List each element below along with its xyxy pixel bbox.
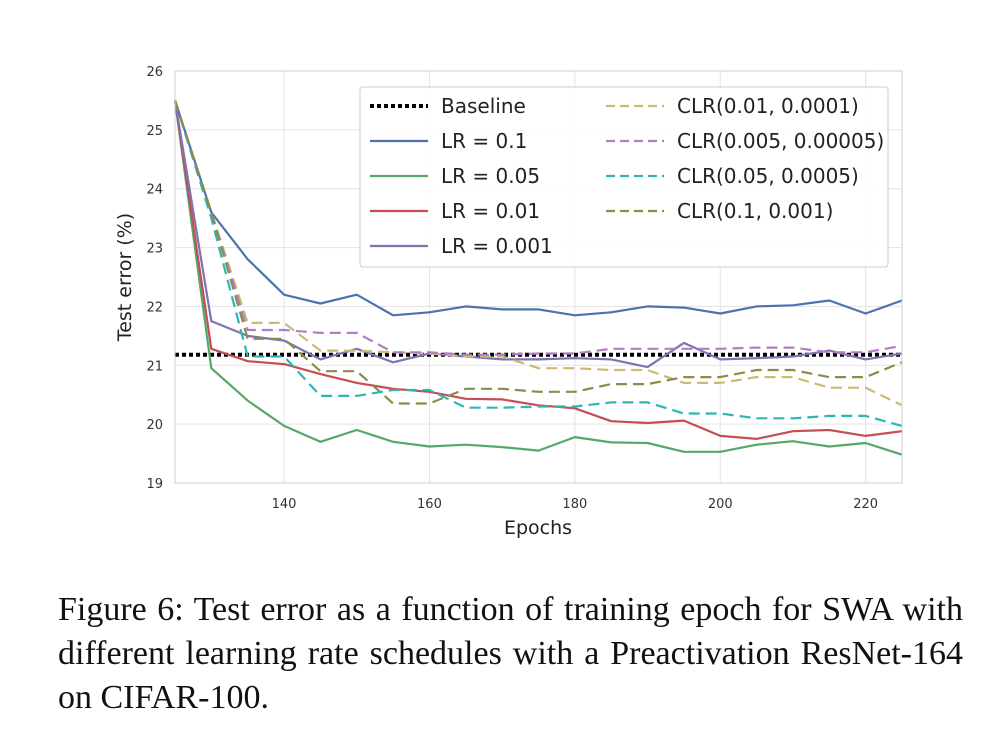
legend-label: LR = 0.05	[441, 164, 540, 188]
y-axis-label: Test error (%)	[114, 213, 136, 342]
series-line-lr-0-001	[173, 100, 903, 369]
x-tick-label: 140	[272, 497, 297, 512]
legend-label: CLR(0.1, 0.001)	[677, 199, 833, 223]
legend-label: Baseline	[441, 94, 526, 118]
legend: Baseline LR = 0.1 LR = 0.05 LR = 0.01 LR = 0…	[359, 86, 889, 268]
y-tick-label: 24	[146, 183, 163, 198]
series-layer	[173, 100, 903, 456]
y-tick-label: 19	[146, 477, 163, 492]
y-tick-label: 21	[146, 359, 163, 374]
series-line-clr-0-01-0-0001	[173, 100, 903, 407]
series-line-clr-0-05-0-0005	[173, 100, 903, 427]
x-tick-label: 160	[417, 497, 442, 512]
y-tick-label: 20	[146, 418, 163, 433]
plot-border	[174, 70, 903, 484]
x-tick-label: 180	[562, 497, 587, 512]
legend-label: LR = 0.001	[441, 234, 553, 258]
ticks: 140 160 180 200 220 19 20 21 22 23 24 25 26	[146, 65, 878, 512]
series-line-lr-0-1	[173, 100, 903, 317]
x-tick-label: 220	[853, 497, 878, 512]
y-tick-label: 26	[146, 65, 163, 80]
series-line-clr-0-005-0-00005	[173, 100, 903, 356]
chart: 140 160 180 200 220 19 20 21 22 23 24 25 26 Epochs T…	[114, 65, 903, 539]
series-line-lr-0-05	[173, 100, 903, 456]
legend-label: CLR(0.005, 0.00005)	[677, 129, 884, 153]
y-tick-label: 25	[146, 124, 163, 139]
legend-label: CLR(0.05, 0.0005)	[677, 164, 859, 188]
legend-label: LR = 0.01	[441, 199, 540, 223]
x-axis-label: Epochs	[504, 517, 572, 539]
y-tick-label: 23	[146, 242, 163, 257]
legend-label: CLR(0.01, 0.0001)	[677, 94, 859, 118]
series-line-clr-0-1-0-001	[173, 100, 903, 405]
x-tick-label: 200	[708, 497, 733, 512]
y-tick-label: 22	[146, 300, 163, 315]
series-line-lr-0-01	[173, 100, 903, 440]
figure-caption: Figure 6: Test error as a function of tr…	[58, 591, 963, 716]
legend-label: LR = 0.1	[441, 129, 527, 153]
